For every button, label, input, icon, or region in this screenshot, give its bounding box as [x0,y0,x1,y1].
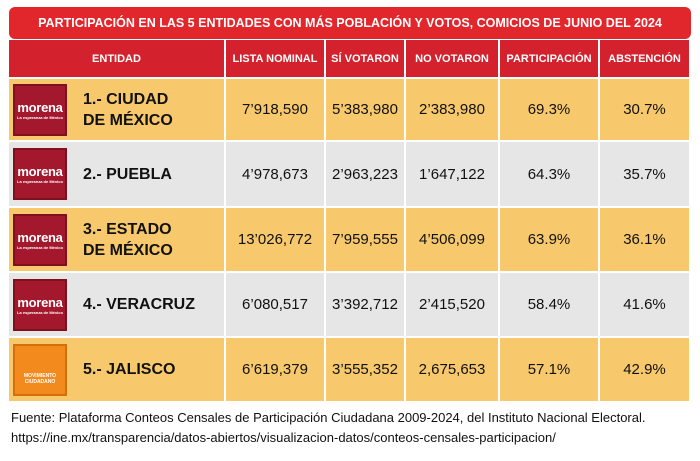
entity-cell: morena La esperanza de México 3.- ESTADO DE… [9,208,226,273]
data-cell: 6’080,517 [226,273,326,338]
logo-name: morena [17,229,63,245]
logo-tagline: La esperanza de México [17,309,63,315]
entity-cell: morena La esperanza de México 2.- PUEBLA [9,142,226,208]
table-title: PARTICIPACIÓN EN LAS 5 ENTIDADES CON MÁS… [9,7,691,39]
data-cell: 5’383,980 [326,79,406,142]
entity-name: 4.- VERACRUZ [83,294,195,315]
party-logo: morena La esperanza de México [13,213,67,266]
data-cell: 41.6% [600,273,691,338]
entity-name-line: 4.- VERACRUZ [83,296,196,313]
data-cell: 2,675,653 [406,338,500,403]
data-cell: 63.9% [500,208,600,273]
logo-tagline: La esperanza de México [17,114,63,120]
column-header: ABSTENCIÓN [600,40,691,79]
data-cell: 2’963,223 [326,142,406,208]
entity-name-line: 1.- CIUDAD [83,90,169,108]
party-logo: MOVIMIENTO CIUDADANO [13,343,67,396]
party-logo: morena La esperanza de México [13,83,67,136]
data-cell: 58.4% [500,273,600,338]
data-cell: 4’506,099 [406,208,500,273]
party-logo: morena La esperanza de México [13,278,67,331]
entity-cell: morena La esperanza de México 1.- CIUDAD DE… [9,79,226,142]
logo-tagline: La esperanza de México [17,244,63,250]
data-cell: 57.1% [500,338,600,403]
data-cell: 69.3% [500,79,600,142]
data-cell: 3’555,352 [326,338,406,403]
logo-name: morena [17,294,63,310]
entity-name: 2.- PUEBLA [83,164,172,185]
column-header: SÍ VOTARON [326,40,406,79]
entity-name: 3.- ESTADO DE MÉXICO [83,219,173,261]
column-header: PARTICIPACIÓN [500,40,600,79]
data-cell: 35.7% [600,142,691,208]
data-cell: 64.3% [500,142,600,208]
data-cell: 2’383,980 [406,79,500,142]
data-cell: 2’415,520 [406,273,500,338]
logo-name: morena [17,99,63,115]
data-cell: 1’647,122 [406,142,500,208]
entity-name: 5.- JALISCO [83,359,175,380]
data-cell: 4’978,673 [226,142,326,208]
column-header: LISTA NOMINAL [226,40,326,79]
entity-name: 1.- CIUDAD DE MÉXICO [83,89,173,131]
entity-cell: MOVIMIENTO CIUDADANO 5.- JALISCO [9,338,226,403]
entity-name-line: 2.- PUEBLA [83,165,172,183]
source-url: https://ine.mx/transparencia/datos-abier… [11,430,556,445]
party-logo: morena La esperanza de México [13,148,67,200]
data-cell: 7’918,590 [226,79,326,142]
data-cell: 6’619,379 [226,338,326,403]
source-note: Fuente: Plataforma Conteos Censales de P… [11,410,646,425]
column-header: ENTIDAD [9,40,226,79]
data-cell: 13’026,772 [226,208,326,273]
data-cell: 7’959,555 [326,208,406,273]
data-cell: 42.9% [600,338,691,403]
data-cell: 30.7% [600,79,691,142]
entity-cell: morena La esperanza de México 4.- VERACRUZ [9,273,226,338]
logo-tagline: CIUDADANO [24,378,56,385]
logo-name: morena [17,164,63,179]
entity-name-line: 5.- JALISCO [83,361,176,378]
data-cell: 3’392,712 [326,273,406,338]
logo-name: MOVIMIENTO [23,372,57,379]
entity-name-line: DE MÉXICO [83,241,173,259]
data-cell: 36.1% [600,208,691,273]
entity-name-line: DE MÉXICO [83,111,173,129]
column-header: NO VOTARON [406,40,500,79]
entity-name-line: 3.- ESTADO [83,220,172,238]
logo-tagline: La esperanza de México [17,179,63,184]
